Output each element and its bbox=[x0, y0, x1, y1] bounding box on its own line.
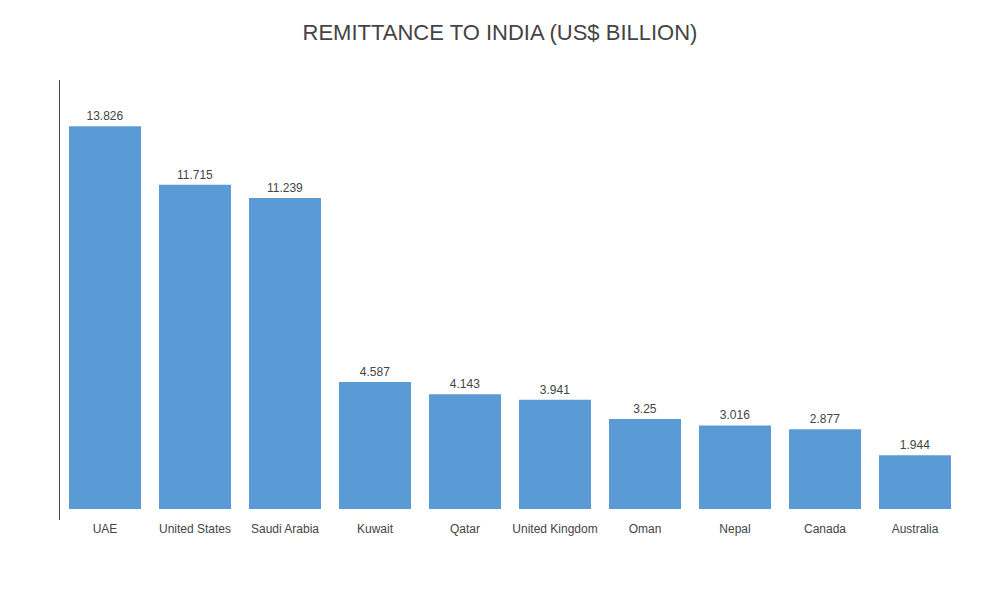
svg-text:1.944: 1.944 bbox=[900, 438, 930, 452]
svg-text:13.826: 13.826 bbox=[86, 109, 123, 123]
svg-text:Canada: Canada bbox=[804, 522, 846, 536]
svg-text:Kuwait: Kuwait bbox=[357, 522, 394, 536]
svg-text:11.239: 11.239 bbox=[267, 181, 303, 195]
svg-text:4.587: 4.587 bbox=[360, 365, 390, 379]
svg-text:3.25: 3.25 bbox=[633, 402, 657, 416]
svg-text:United States: United States bbox=[159, 522, 231, 536]
svg-text:United Kingdom: United Kingdom bbox=[512, 522, 597, 536]
svg-text:3.941: 3.941 bbox=[540, 383, 570, 397]
svg-text:Australia: Australia bbox=[892, 522, 939, 536]
svg-text:Saudi Arabia: Saudi Arabia bbox=[251, 522, 319, 536]
svg-text:2.877: 2.877 bbox=[810, 412, 840, 426]
svg-text:4.143: 4.143 bbox=[450, 377, 480, 391]
svg-text:Qatar: Qatar bbox=[450, 522, 480, 536]
svg-text:Nepal: Nepal bbox=[719, 522, 750, 536]
svg-text:Oman: Oman bbox=[629, 522, 662, 536]
svg-text:UAE: UAE bbox=[93, 522, 118, 536]
svg-text:REMITTANCE TO INDIA (US$ BILLI: REMITTANCE TO INDIA (US$ BILLION) bbox=[303, 20, 698, 45]
svg-text:11.715: 11.715 bbox=[177, 168, 213, 182]
svg-text:3.016: 3.016 bbox=[720, 408, 750, 422]
